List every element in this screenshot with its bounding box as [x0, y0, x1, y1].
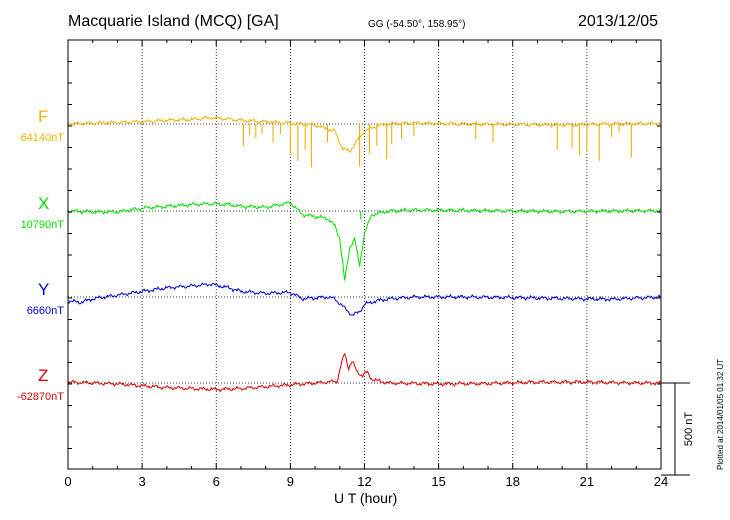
series-label-f: F: [38, 107, 49, 126]
x-tick-label: 15: [431, 474, 445, 489]
scale-bar: 500 nT: [661, 382, 695, 476]
plotted-timestamp: Plotted at 2014/01/05 01:32 UT: [716, 358, 725, 470]
x-tick-label: 0: [64, 474, 71, 489]
grid-lines: [141, 40, 588, 469]
baseline-value-x: 10790nT: [20, 219, 64, 231]
chart-date: 2013/12/05: [578, 13, 659, 30]
trace-z: [67, 352, 662, 393]
baseline-value-f: 64140nT: [20, 132, 64, 144]
x-tick-label: 3: [139, 474, 146, 489]
x-tick-label: 24: [654, 474, 668, 489]
x-tick-label: 9: [287, 474, 294, 489]
trace-f: [67, 115, 662, 153]
trace-x: [67, 201, 662, 281]
trace-y: [67, 282, 662, 316]
baseline-value-y: 6660nT: [26, 305, 64, 317]
x-tick-label: 12: [357, 474, 371, 489]
plot-frame: [67, 39, 662, 470]
baseline-value-z: -62870nT: [16, 391, 64, 403]
station-coordinates: GG (-54.50°, 158.95°): [368, 19, 466, 30]
x-axis-label: U T (hour): [334, 490, 398, 506]
series-label-x: X: [38, 194, 50, 213]
x-tick-labels: 0 3 6 9 12 15 18 21 24: [64, 474, 668, 489]
series-label-y: Y: [38, 280, 50, 299]
axis-ticks: [67, 40, 662, 469]
scale-bar-label: 500 nT: [683, 412, 695, 447]
x-tick-label: 18: [506, 474, 520, 489]
series-label-z: Z: [38, 366, 49, 385]
x-tick-label: 21: [580, 474, 594, 489]
series-traces: [67, 115, 662, 393]
x-tick-label: 6: [213, 474, 220, 489]
station-title: Macquarie Island (MCQ) [GA]: [68, 13, 279, 30]
